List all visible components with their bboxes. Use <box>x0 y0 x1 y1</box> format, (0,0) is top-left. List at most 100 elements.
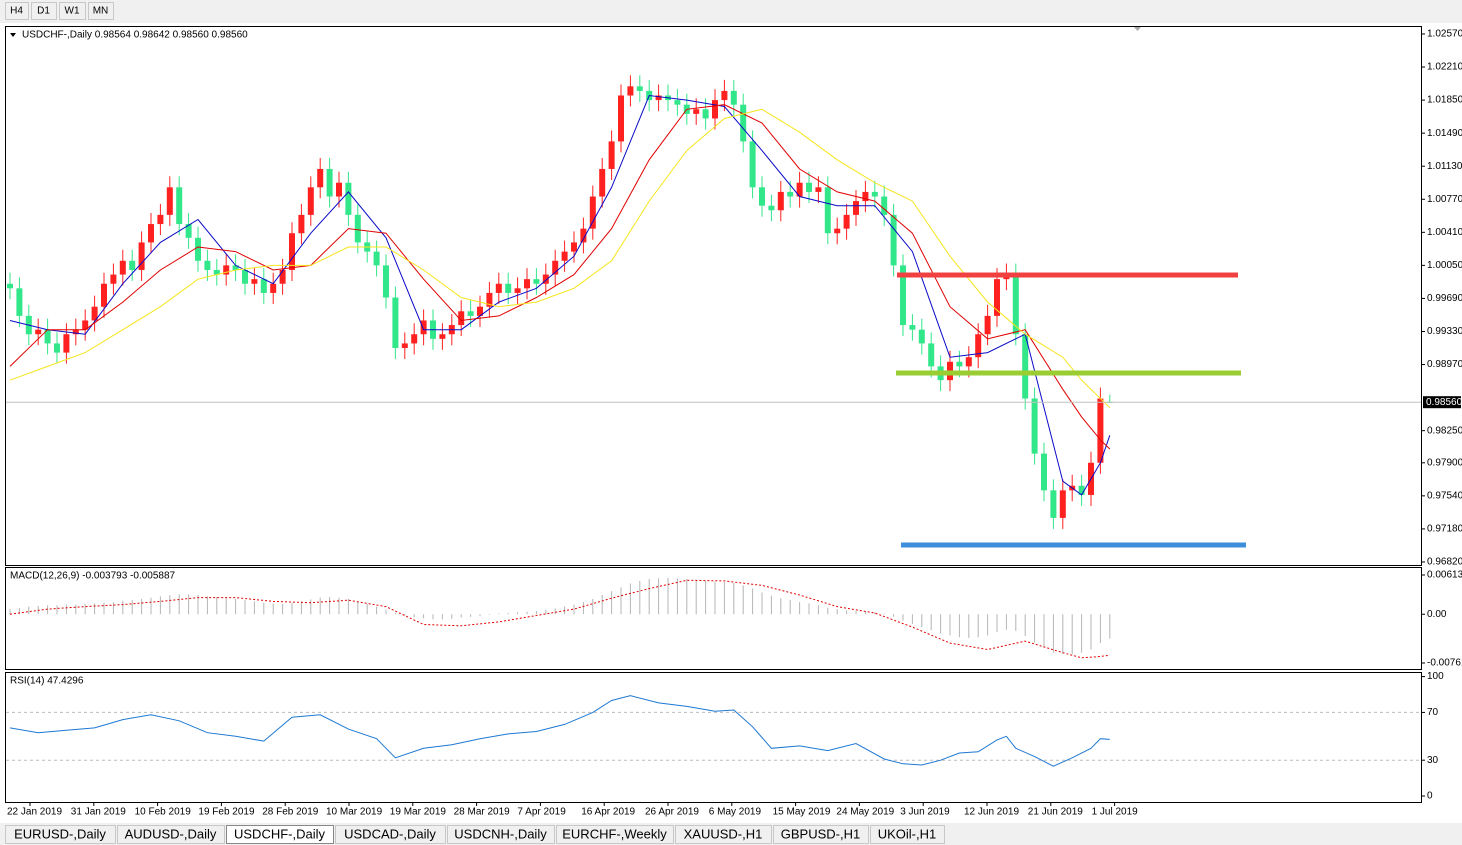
candle-body <box>730 90 737 105</box>
candle-body <box>881 196 888 215</box>
candle-body <box>420 320 427 335</box>
symbol-tab[interactable] <box>335 825 446 844</box>
candle-body <box>994 279 1000 316</box>
symbol-tab[interactable] <box>226 825 334 844</box>
candle-body <box>956 361 963 367</box>
time-label: 19 Feb 2019 <box>198 807 255 818</box>
candle-body <box>110 274 117 284</box>
candle-body <box>213 269 220 275</box>
symbol-tab-label: GBPUSD-,H1 <box>781 826 860 841</box>
candle-body <box>599 168 606 197</box>
y-tick-label: 0.99330 <box>1427 326 1462 337</box>
panel-title: RSI(14) 47.4296 <box>10 676 84 687</box>
candle-body <box>636 86 643 91</box>
symbol-tab-label: EURUSD-,Daily <box>14 826 106 841</box>
y-tick-label: 70 <box>1427 707 1439 718</box>
timeframe-button[interactable] <box>59 2 86 20</box>
y-tick-label: 100 <box>1427 671 1444 682</box>
candle-body <box>571 242 577 252</box>
symbol-tab[interactable] <box>675 825 772 844</box>
candle-body <box>270 283 277 293</box>
y-tick-label: 1.00050 <box>1427 260 1462 271</box>
timeframe-button[interactable] <box>88 2 114 20</box>
y-tick-label: 0.97180 <box>1427 524 1462 535</box>
candle-body <box>796 182 803 197</box>
candle-body <box>1050 490 1057 518</box>
candle-body <box>975 334 982 358</box>
toolbar <box>0 0 1462 23</box>
moving-average <box>9 108 1111 409</box>
time-label: 28 Feb 2019 <box>262 807 319 818</box>
y-tick-label: 0.98970 <box>1427 359 1462 370</box>
candle-body <box>119 260 126 275</box>
candle-body <box>477 306 483 316</box>
candle-body <box>909 325 916 330</box>
candle-body <box>72 329 79 335</box>
candle-body <box>627 86 634 96</box>
candle-body <box>101 283 107 307</box>
candle-body <box>91 306 98 321</box>
candle-body <box>712 100 718 119</box>
symbol-tab-label: USDCNH-,Daily <box>454 826 547 841</box>
symbol-tab[interactable] <box>773 825 869 844</box>
candle-body <box>138 242 145 270</box>
time-label: 21 Jun 2019 <box>1028 807 1083 818</box>
y-tick-label: 1.01130 <box>1427 161 1462 172</box>
time-label: 22 Jan 2019 <box>7 807 62 818</box>
candle-body <box>618 95 624 142</box>
candle-body <box>721 90 728 101</box>
symbol-tab[interactable] <box>5 825 116 844</box>
candle-body <box>44 329 51 344</box>
candle-body <box>862 191 869 202</box>
candle-body <box>505 283 512 293</box>
timeframe-button[interactable] <box>5 2 29 20</box>
candle-body <box>1078 485 1085 495</box>
symbol-tab-label: AUDUSD-,Daily <box>125 826 217 841</box>
candle-body <box>204 260 211 270</box>
candle-body <box>326 168 333 197</box>
candle-body <box>702 109 709 119</box>
candle-body <box>148 224 154 243</box>
candle-body <box>289 233 295 270</box>
y-tick-label: 30 <box>1427 755 1439 766</box>
timeframe-button[interactable] <box>31 2 57 20</box>
y-tick-label: 1.00410 <box>1427 227 1462 238</box>
candle-body <box>843 214 850 229</box>
time-label: 7 Apr 2019 <box>517 807 566 818</box>
candle-body <box>768 205 775 211</box>
candle-body <box>383 265 389 298</box>
candle-body <box>890 214 897 266</box>
symbol-tab[interactable] <box>870 825 945 844</box>
candle-body <box>552 260 559 275</box>
symbol-tab-label: XAUUSD-,H1 <box>684 826 763 841</box>
timeframe-label: MN <box>93 6 109 17</box>
candle-body <box>824 187 831 234</box>
symbol-tab[interactable] <box>117 825 225 844</box>
time-label: 26 Apr 2019 <box>645 807 699 818</box>
y-tick-label: 0 <box>1427 791 1433 802</box>
candle-body <box>157 214 164 225</box>
candle-body <box>1059 490 1066 518</box>
time-label: 3 Jun 2019 <box>900 807 950 818</box>
candle-body <box>307 187 314 215</box>
y-tick-label: 1.01490 <box>1427 128 1462 139</box>
symbol-tab[interactable] <box>556 825 674 844</box>
candle-body <box>806 182 812 192</box>
macd-signal <box>9 579 1110 659</box>
time-label: 19 Mar 2019 <box>390 807 447 818</box>
candle-body <box>853 201 859 215</box>
symbol-tab[interactable] <box>447 825 555 844</box>
time-label: 1 Jul 2019 <box>1092 807 1139 818</box>
candle-body <box>63 334 70 353</box>
y-tick-label: 0.97540 <box>1427 490 1462 501</box>
panel-title: USDCHF-,Daily 0.98564 0.98642 0.98560 0.… <box>22 30 248 41</box>
panel-title: MACD(12,26,9) -0.003793 -0.005887 <box>10 571 176 582</box>
candle-body <box>787 191 794 197</box>
candle-body <box>965 357 972 367</box>
candle-body <box>467 311 474 316</box>
price-level <box>901 542 1246 548</box>
candle-body <box>298 214 305 234</box>
candle-body <box>777 191 784 211</box>
candle-body <box>317 168 324 188</box>
shift-marker <box>1134 27 1141 31</box>
